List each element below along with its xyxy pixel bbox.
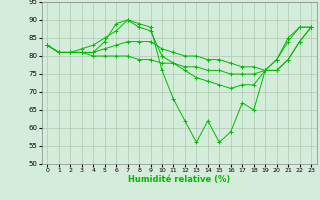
X-axis label: Humidité relative (%): Humidité relative (%): [128, 175, 230, 184]
